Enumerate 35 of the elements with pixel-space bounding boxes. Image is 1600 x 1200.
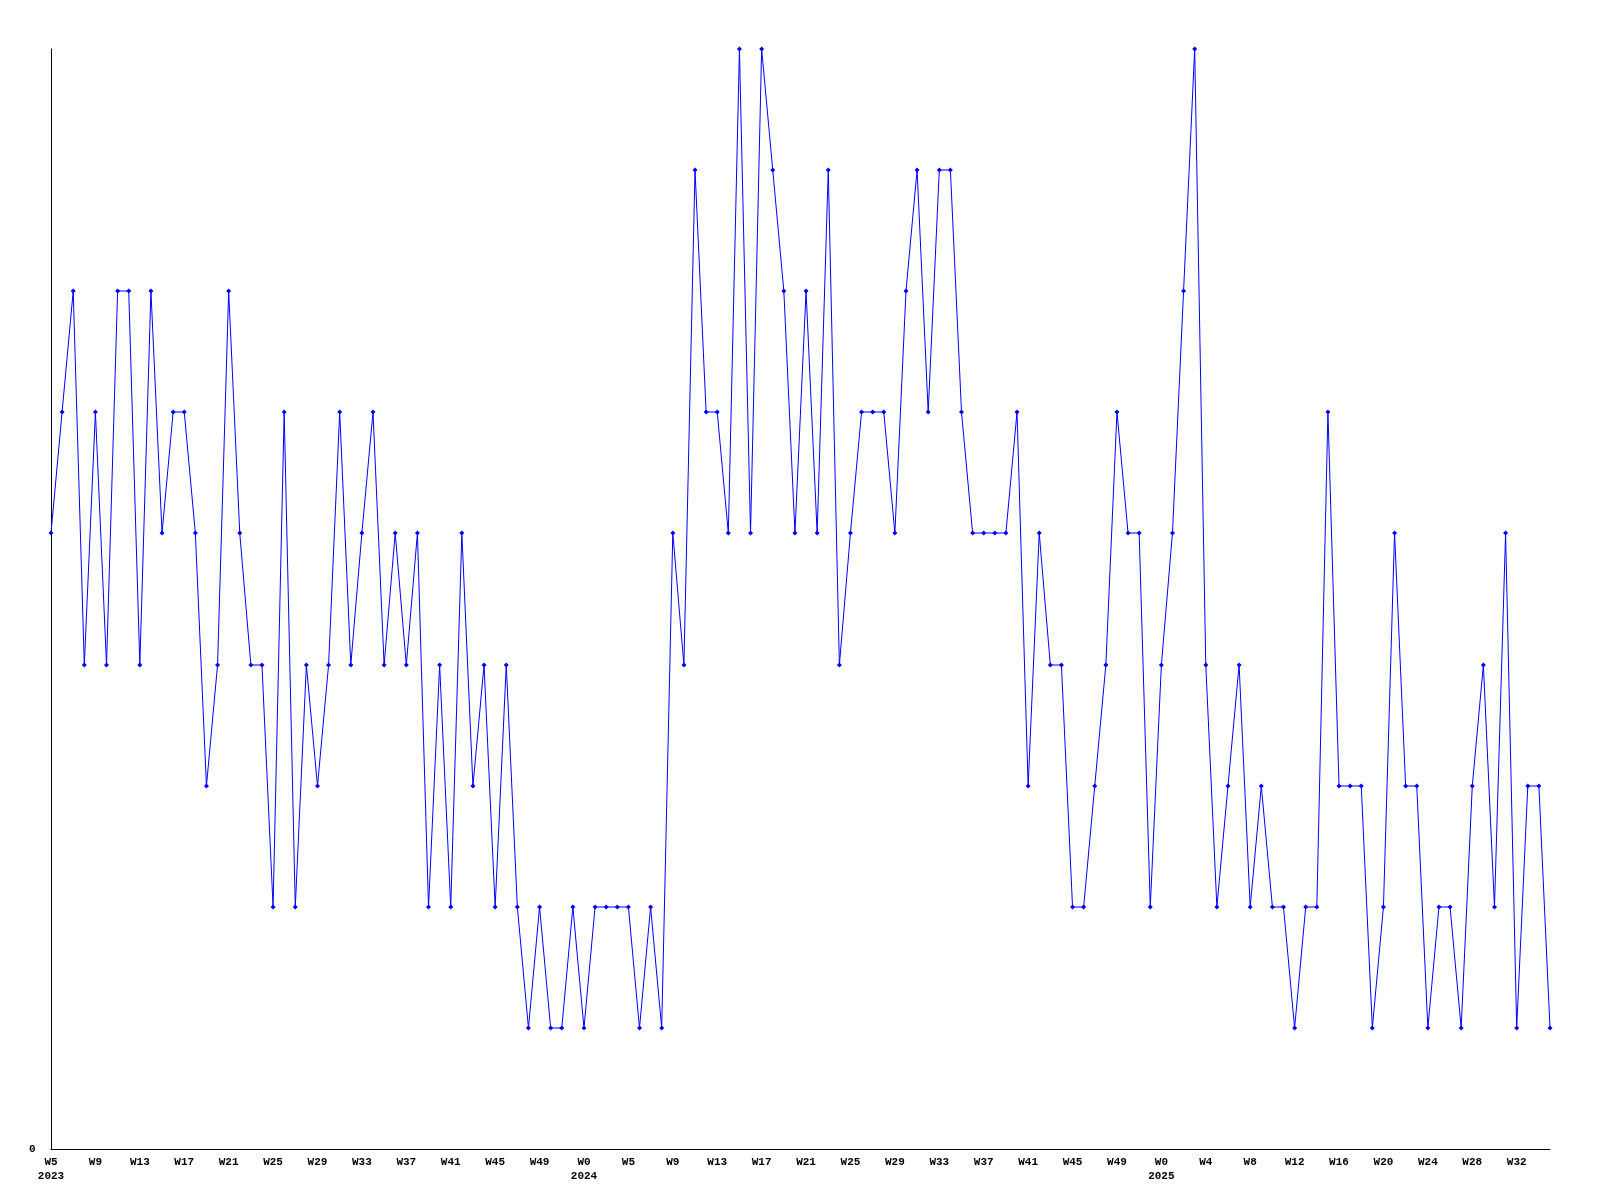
x-tick-label: W33 xyxy=(929,1156,950,1168)
x-tick-label: W16 xyxy=(1329,1156,1349,1168)
x-tick-label: W8 xyxy=(1243,1156,1258,1168)
x-tick-label: W17 xyxy=(174,1156,195,1168)
x-tick-label: W49 xyxy=(1107,1156,1127,1168)
x-tick-label: W37 xyxy=(396,1156,417,1168)
x-tick-label: W29 xyxy=(884,1156,905,1168)
x-tick-label: W24 xyxy=(1417,1156,1439,1168)
x-tick-label: W28 xyxy=(1462,1156,1483,1168)
x-tick-label: W49 xyxy=(529,1156,550,1168)
x-tick-label: W25 xyxy=(840,1156,861,1168)
x-tick-label: W25 xyxy=(263,1156,284,1168)
x-tick-label: W0 2025 xyxy=(1148,1156,1175,1182)
x-tick-label: W13 xyxy=(129,1156,151,1168)
x-tick-label: W21 xyxy=(796,1156,817,1168)
x-tick-label: W32 xyxy=(1506,1156,1527,1168)
x-tick-label: W5 2023 xyxy=(37,1156,65,1182)
x-tick-label: W9 xyxy=(88,1156,103,1168)
x-tick-label: W37 xyxy=(973,1156,994,1168)
x-tick-label: W20 xyxy=(1373,1156,1394,1168)
x-tick-label: W9 xyxy=(666,1156,680,1168)
x-tick-label: W5 xyxy=(621,1156,636,1168)
x-tick-label: W41 xyxy=(440,1156,462,1168)
x-tick-label: W45 xyxy=(1062,1156,1083,1168)
x-tick-label: W33 xyxy=(352,1156,373,1168)
x-tick-label: W29 xyxy=(307,1156,328,1168)
x-tick-label: W41 xyxy=(1018,1156,1039,1168)
x-tick-label: W45 xyxy=(485,1156,506,1168)
x-tick-label: W21 xyxy=(218,1156,239,1168)
x-tick-label: W12 xyxy=(1284,1156,1305,1168)
x-tick-label: W13 xyxy=(707,1156,728,1168)
text: 0 xyxy=(29,1142,36,1155)
x-tick-label: W17 xyxy=(751,1156,772,1168)
x-tick-label: W4 xyxy=(1199,1156,1213,1168)
x-tick-label: W0 2024 xyxy=(570,1156,598,1182)
